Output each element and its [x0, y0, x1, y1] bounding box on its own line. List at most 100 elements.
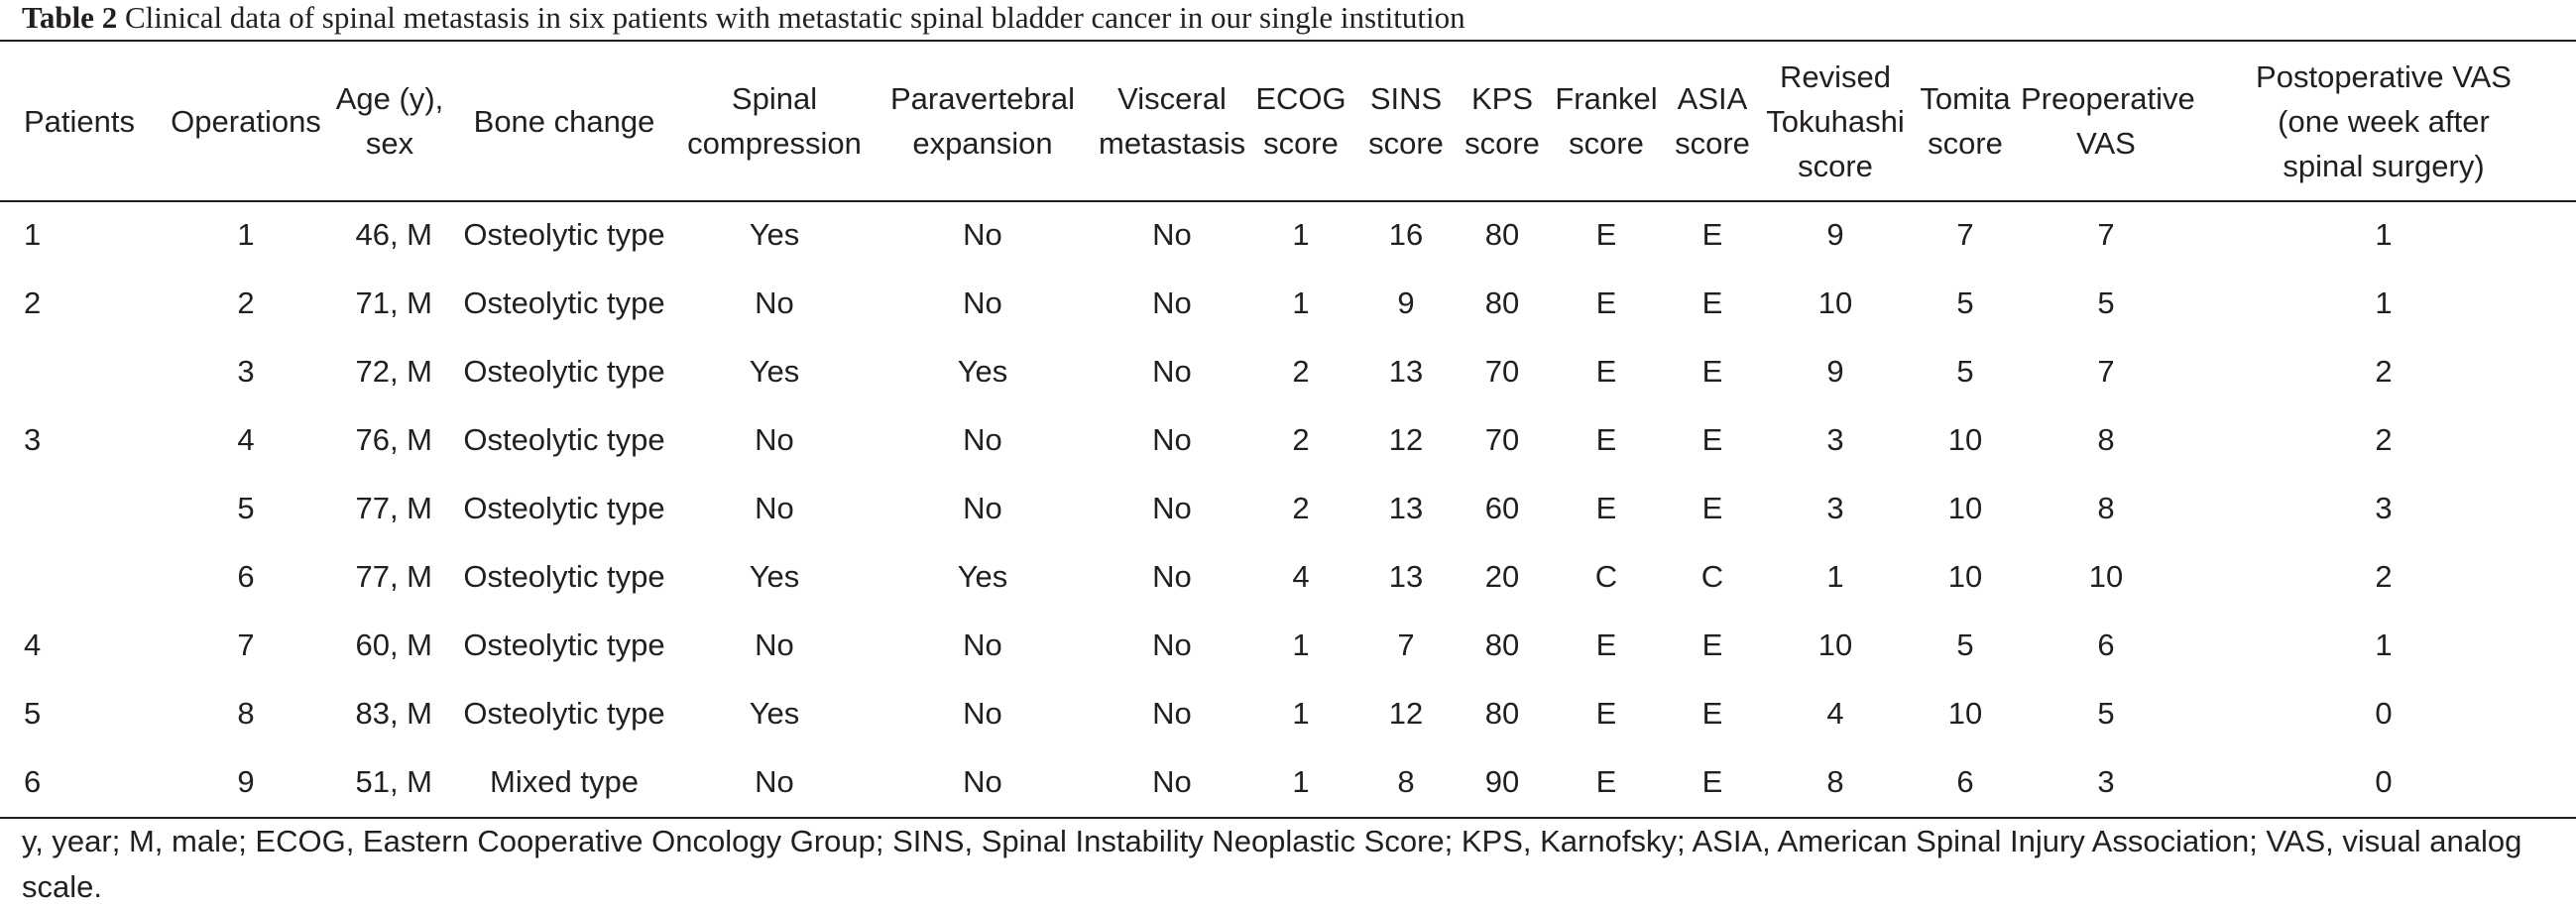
column-header-line: Revised [1780, 58, 1891, 94]
column-header-line: score [1928, 126, 2003, 161]
table-cell: 7 [1397, 626, 1415, 662]
table-cell: No [963, 695, 1002, 731]
table-cell: Osteolytic type [463, 284, 665, 320]
column-header: KPS score [1456, 42, 1549, 200]
table-cell: No [963, 216, 1002, 252]
table-cell: Yes [749, 353, 800, 389]
table-cell: No [755, 421, 794, 457]
table-cell: 13 [1388, 558, 1424, 594]
bottom-rule [0, 817, 2576, 819]
column-header-line: spinal surgery) [2283, 148, 2485, 183]
table-cell: 8 [237, 695, 255, 731]
table-cell: 80 [1484, 284, 1520, 320]
column-header: Revised Tokuhashi score [1761, 42, 1910, 200]
table-cell: No [1152, 695, 1192, 731]
table-cell: 1 [2375, 626, 2393, 662]
table-cell [0, 474, 159, 542]
table-cell: No [1152, 421, 1192, 457]
table-cell: 1 [1292, 695, 1310, 731]
table-cell: 9 [1826, 216, 1844, 252]
table-cell: 9 [237, 763, 255, 799]
table-cell: 3 [237, 353, 255, 389]
table-cell: 7 [1956, 216, 1974, 252]
clinical-data-table: Patients Operations Age (y), sex Bone change… [0, 42, 2576, 816]
column-header: ECOG score [1245, 42, 1356, 200]
table-cell: E [1595, 216, 1617, 252]
table-cell: Yes [957, 558, 1008, 594]
table-cell: 80 [1484, 216, 1520, 252]
table-cell: 9 [1397, 284, 1415, 320]
table-cell: 9 [1826, 353, 1844, 389]
table-cell: 8 [1826, 763, 1844, 799]
table-cell: 10 [1947, 421, 1983, 457]
column-header: Paravertebral expansion [867, 42, 1099, 200]
table-cell: 1 [1292, 763, 1310, 799]
header-rule [0, 200, 2576, 202]
table-cell: Osteolytic type [463, 695, 665, 731]
table-cell: 1 [1292, 216, 1310, 252]
table-cell: 10 [2088, 558, 2124, 594]
table-cell: 13 [1388, 490, 1424, 525]
table-cell: 71, M [355, 284, 432, 320]
column-header-line: Age (y), [335, 81, 444, 116]
column-header: Age (y), sex [333, 42, 446, 200]
table-cell: 5 [237, 490, 255, 525]
table-cell: No [1152, 490, 1192, 525]
table-cell: 51, M [355, 763, 432, 799]
table-cell: 3 [2375, 490, 2393, 525]
column-header-line: score [1569, 126, 1644, 161]
table-footnote: y, year; M, male; ECOG, Eastern Cooperat… [22, 824, 2522, 904]
column-header-line: Patients [24, 103, 136, 139]
table-cell: 77, M [355, 558, 432, 594]
table-cell: Osteolytic type [463, 421, 665, 457]
table-cell: 80 [1484, 695, 1520, 731]
table-cell: No [963, 490, 1002, 525]
table-cell: 20 [1484, 558, 1520, 594]
table-cell: 6 [237, 558, 255, 594]
table-cell: 5 [1956, 626, 1974, 662]
table-cell: No [755, 490, 794, 525]
table-cell: 1 [2375, 216, 2393, 252]
table-cell: E [1595, 490, 1617, 525]
column-header: Postoperative VAS (one week after spinal s… [2191, 42, 2576, 200]
table-cell: Osteolytic type [463, 626, 665, 662]
column-header-line: VAS [2076, 126, 2136, 161]
column-header: Operations [159, 42, 333, 200]
table-cell: 1 [1292, 284, 1310, 320]
table-cell: 5 [2097, 284, 2115, 320]
table-caption: Table 2 Clinical data of spinal metastas… [22, 0, 2560, 36]
table-row: 1 1 46, M Osteolytic type Yes No No 1 16 80 E E 9 7 7 1 [0, 200, 2576, 269]
column-header: Patients [0, 42, 159, 200]
table-cell: Osteolytic type [463, 216, 665, 252]
column-header: Tomita score [1910, 42, 2021, 200]
column-header-line: Visceral [1117, 81, 1227, 116]
table-cell: No [963, 421, 1002, 457]
table-cell: 12 [1388, 421, 1424, 457]
table-cell: C [1700, 558, 1724, 594]
table-cell: 70 [1484, 421, 1520, 457]
table-cell: E [1701, 626, 1723, 662]
column-header: Frankel score [1549, 42, 1664, 200]
column-header-line: Bone change [473, 103, 655, 139]
table-cell: C [1594, 558, 1618, 594]
table-cell: E [1701, 763, 1723, 799]
column-header-line: score [1798, 148, 1873, 183]
column-header-line: Frankel [1555, 81, 1658, 116]
table-cell: E [1595, 284, 1617, 320]
table-cell: 10 [1817, 626, 1853, 662]
table-cell: 10 [1817, 284, 1853, 320]
table-cell: 16 [1388, 216, 1424, 252]
column-header-line: score [1464, 126, 1540, 161]
table-cell: 0 [2375, 763, 2393, 799]
table-cell: No [1152, 626, 1192, 662]
table-cell: E [1701, 695, 1723, 731]
table-cell: E [1701, 216, 1723, 252]
table-cell: 7 [2097, 216, 2115, 252]
column-header: SINS score [1356, 42, 1456, 200]
table-cell [0, 542, 159, 611]
table-caption-text: Clinical data of spinal metastasis in si… [124, 0, 1465, 35]
table-cell: 60, M [355, 626, 432, 662]
table-row: 4 7 60, M Osteolytic type No No No 1 7 80 E E 10 5 6 1 [0, 611, 2576, 679]
column-header-line: KPS [1470, 81, 1534, 116]
column-header-line: Operations [171, 103, 321, 139]
